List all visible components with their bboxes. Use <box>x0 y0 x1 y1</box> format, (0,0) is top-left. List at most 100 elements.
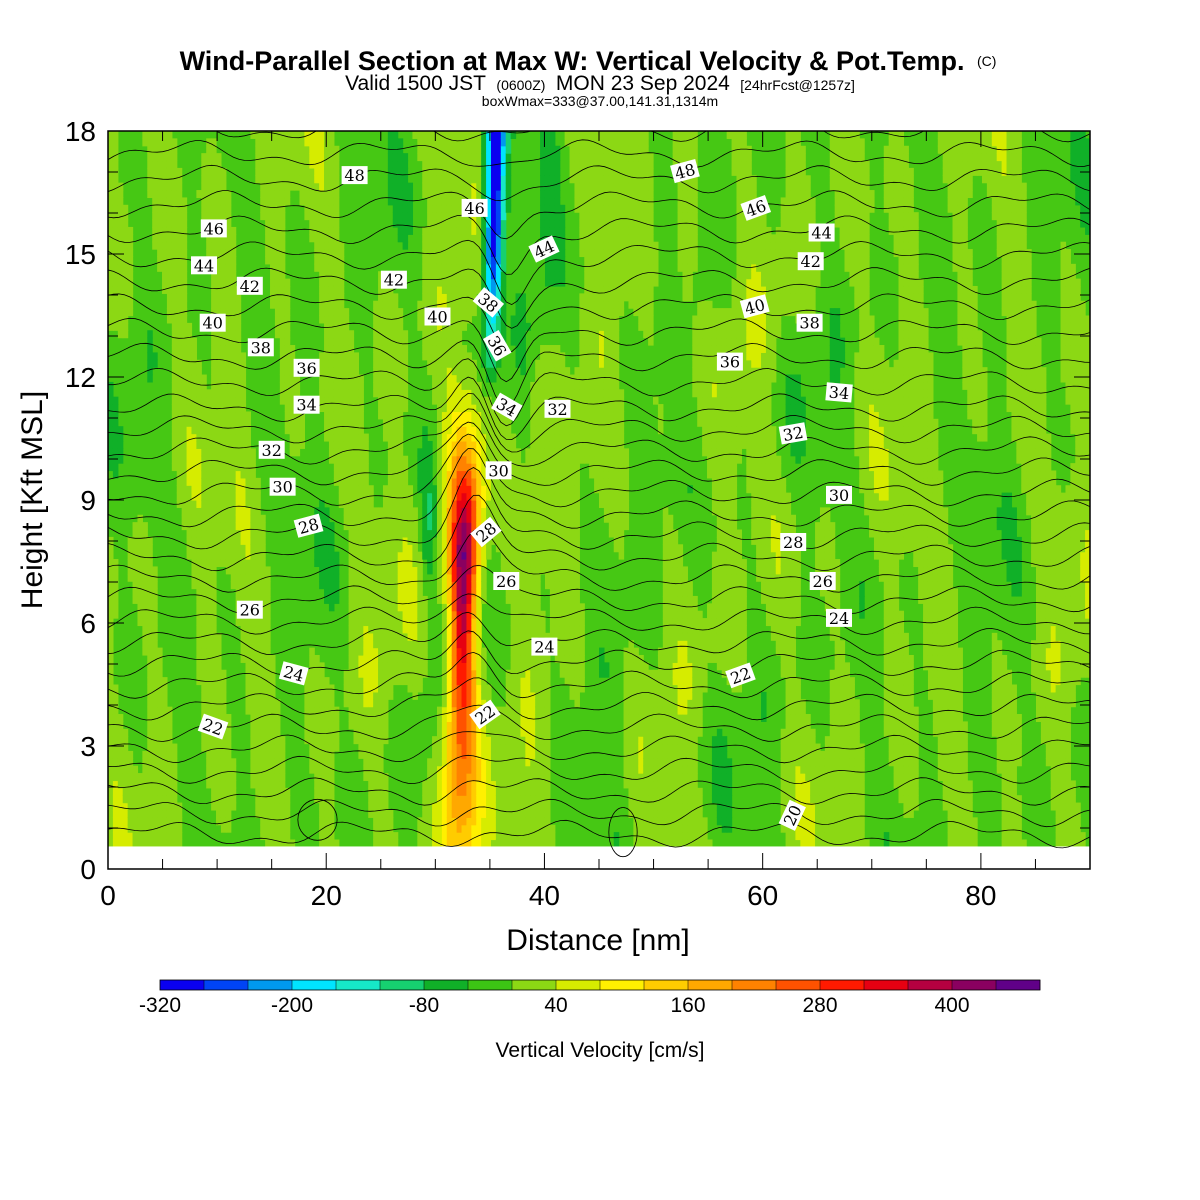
velocity-cell <box>162 684 168 693</box>
velocity-cell <box>515 809 522 818</box>
velocity-cell <box>402 404 409 413</box>
velocity-cell <box>495 536 502 545</box>
velocity-cell <box>225 308 232 317</box>
velocity-cell <box>427 463 433 472</box>
velocity-cell <box>392 167 399 176</box>
velocity-cell <box>324 359 330 368</box>
velocity-cell <box>152 669 158 678</box>
velocity-cell <box>348 330 355 339</box>
velocity-cell <box>274 832 281 841</box>
velocity-cell <box>461 263 468 272</box>
velocity-cell <box>250 640 256 649</box>
velocity-cell <box>240 618 247 627</box>
velocity-cell <box>122 300 129 309</box>
velocity-cell <box>510 787 517 796</box>
velocity-cell <box>446 603 453 612</box>
velocity-cell <box>127 234 134 243</box>
velocity-cell <box>245 455 251 464</box>
velocity-cell <box>260 167 266 176</box>
velocity-cell <box>427 204 433 213</box>
velocity-cell <box>515 743 522 752</box>
velocity-cell <box>122 315 129 324</box>
velocity-cell <box>112 610 119 619</box>
velocity-cell <box>127 758 134 767</box>
velocity-cell <box>112 832 119 841</box>
velocity-cell <box>373 566 379 575</box>
velocity-cell <box>309 226 315 235</box>
velocity-cell <box>191 433 197 442</box>
velocity-cell <box>147 795 153 804</box>
velocity-cell <box>147 160 153 169</box>
velocity-cell <box>216 736 222 745</box>
velocity-cell <box>201 426 207 435</box>
velocity-cell <box>157 197 163 206</box>
velocity-cell <box>338 500 345 508</box>
velocity-cell <box>338 381 345 390</box>
velocity-cell <box>510 536 517 545</box>
velocity-cell <box>314 787 320 796</box>
velocity-cell <box>373 677 379 686</box>
velocity-cell <box>402 654 409 663</box>
velocity-cell <box>422 470 428 479</box>
velocity-cell <box>505 131 512 139</box>
velocity-cell <box>353 477 360 486</box>
velocity-cell <box>230 278 237 287</box>
velocity-cell <box>446 204 453 213</box>
velocity-cell <box>265 817 271 826</box>
velocity-cell <box>407 522 414 531</box>
velocity-cell <box>392 131 399 139</box>
velocity-cell <box>328 802 335 811</box>
velocity-cell <box>500 308 507 317</box>
velocity-cell <box>481 278 487 287</box>
velocity-cell <box>220 197 227 206</box>
velocity-cell <box>108 271 114 280</box>
velocity-cell <box>461 345 468 353</box>
velocity-cell <box>314 758 320 767</box>
velocity-cell <box>171 160 178 169</box>
velocity-cell <box>451 330 458 339</box>
velocity-cell <box>157 832 163 841</box>
velocity-cell <box>137 610 143 619</box>
velocity-cell <box>363 691 369 700</box>
velocity-cell <box>225 219 232 228</box>
velocity-cell <box>363 654 369 663</box>
velocity-cell <box>466 721 472 730</box>
velocity-cell <box>216 440 222 449</box>
velocity-cell <box>328 426 335 435</box>
velocity-cell <box>471 455 477 464</box>
velocity-cell <box>270 721 276 730</box>
velocity-cell <box>319 352 325 361</box>
velocity-cell <box>471 160 477 169</box>
velocity-cell <box>422 337 428 346</box>
velocity-cell <box>279 337 286 346</box>
velocity-cell <box>373 817 379 826</box>
velocity-cell <box>466 219 472 228</box>
velocity-cell <box>319 271 325 280</box>
velocity-cell <box>412 573 418 582</box>
velocity-cell <box>363 640 369 649</box>
velocity-cell <box>451 263 458 272</box>
velocity-cell <box>456 322 463 331</box>
velocity-cell <box>451 559 458 568</box>
velocity-cell <box>338 463 345 472</box>
velocity-cell <box>176 381 183 390</box>
velocity-cell <box>363 470 369 479</box>
velocity-cell <box>422 153 428 162</box>
velocity-cell <box>451 824 458 833</box>
velocity-cell <box>382 433 389 442</box>
velocity-cell <box>117 204 124 213</box>
velocity-cell <box>481 249 487 258</box>
velocity-cell <box>265 809 271 818</box>
velocity-cell <box>324 581 330 590</box>
velocity-cell <box>324 817 330 826</box>
velocity-cell <box>230 367 237 376</box>
velocity-cell <box>274 699 281 708</box>
velocity-cell <box>235 485 242 494</box>
velocity-cell <box>274 285 281 294</box>
velocity-cell <box>274 824 281 833</box>
velocity-cell <box>387 669 394 678</box>
velocity-cell <box>368 699 374 708</box>
velocity-cell <box>466 463 472 472</box>
velocity-cell <box>446 507 453 516</box>
velocity-cell <box>471 285 477 294</box>
